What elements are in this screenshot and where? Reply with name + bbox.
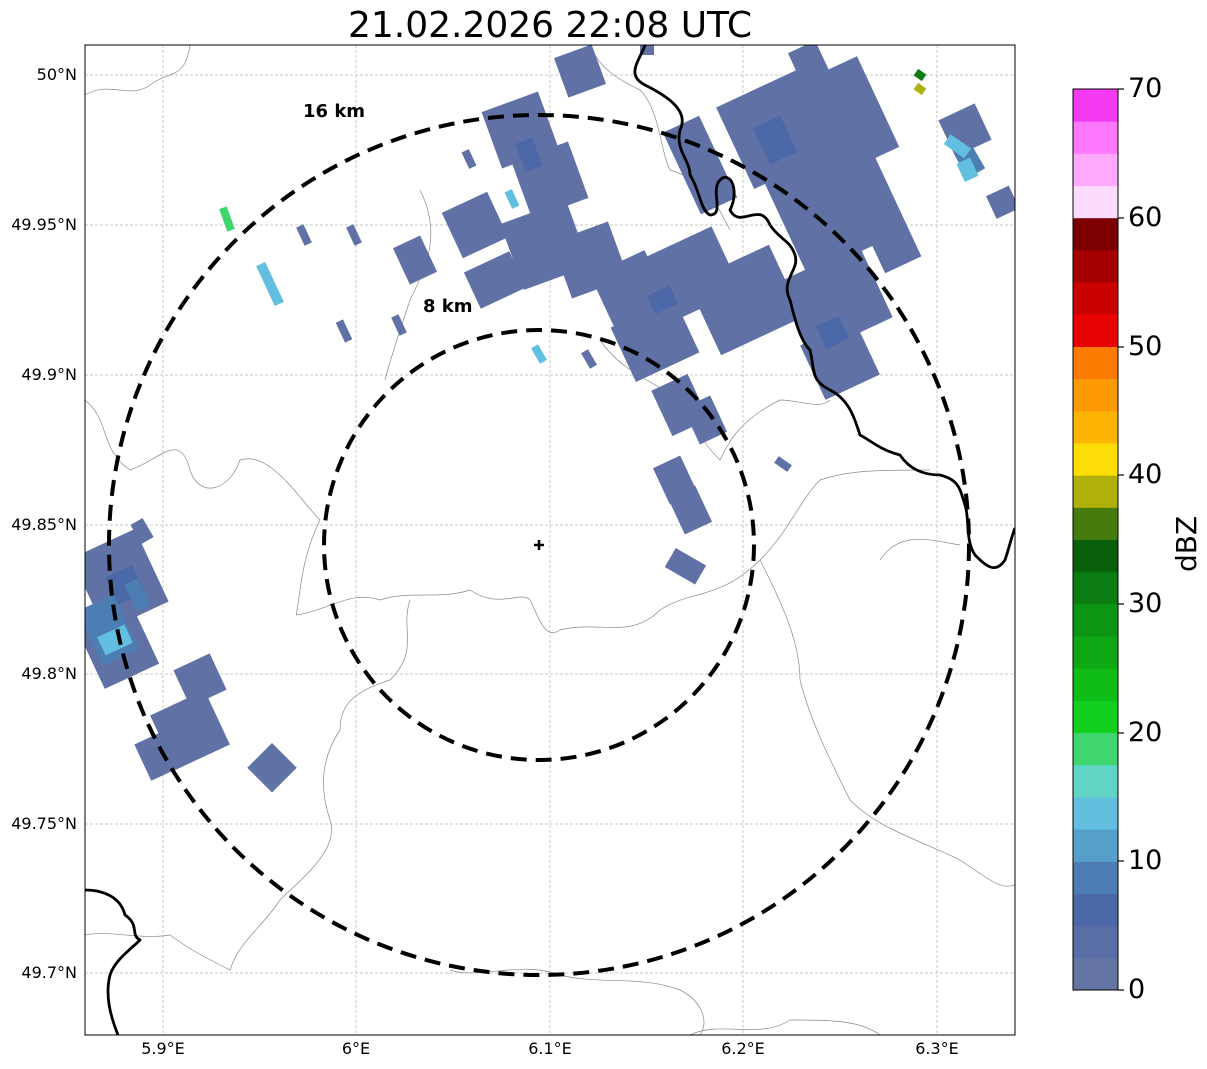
map-frame-border (84, 44, 1016, 1036)
colorbar (1073, 89, 1118, 991)
colorbar-segment (1073, 153, 1118, 187)
lat-label-49-8: 49.8°N (21, 664, 77, 683)
lon-label-6-1: 6.1°E (528, 1039, 572, 1058)
colorbar-ticks (1118, 88, 1124, 991)
colorbar-segment (1073, 121, 1118, 154)
colorbar-segment (1073, 571, 1118, 605)
colorbar-segment (1073, 442, 1118, 476)
colorbar-segment (1073, 603, 1118, 637)
lat-label-49-95: 49.95°N (11, 215, 77, 234)
colorbar-segment (1073, 282, 1118, 315)
lat-label-50: 50°N (36, 65, 77, 84)
lat-label-49-7: 49.7°N (21, 963, 77, 982)
colorbar-segment (1073, 314, 1118, 347)
colorbar-label-0: 0 (1128, 974, 1146, 1005)
colorbar-segment (1073, 700, 1118, 734)
colorbar-label-70: 70 (1128, 73, 1163, 104)
colorbar-segment (1073, 475, 1118, 508)
colorbar-segment (1073, 893, 1118, 927)
colorbar-segment (1073, 957, 1118, 991)
colorbar-segment (1073, 925, 1118, 959)
colorbar-label-50: 50 (1128, 331, 1163, 362)
colorbar-label-30: 30 (1128, 588, 1163, 619)
colorbar-segment (1073, 829, 1118, 862)
ring-label-8km: 8 km (423, 296, 473, 317)
colorbar-segment (1073, 636, 1118, 669)
colorbar-label-10: 10 (1128, 845, 1163, 876)
colorbar-segment (1073, 861, 1118, 894)
colorbar-segment (1073, 346, 1118, 380)
colorbar-segment (1073, 539, 1118, 573)
colorbar-segment (1073, 378, 1118, 412)
lon-label-5-9: 5.9°E (141, 1039, 185, 1058)
range-rings (107, 113, 971, 977)
lat-label-49-75: 49.75°N (11, 814, 77, 833)
map-title: 21.02.2026 22:08 UTC (347, 5, 753, 46)
range-ring-16km (107, 113, 971, 977)
colorbar-segment (1073, 217, 1118, 251)
colorbar-segment (1073, 668, 1118, 701)
colorbar-segment (1073, 185, 1118, 219)
national-borders (85, 45, 1015, 1035)
colorbar-segment (1073, 732, 1118, 766)
ring-label-16km: 16 km (303, 101, 365, 122)
colorbar-segment (1073, 764, 1118, 798)
colorbar-label-20: 20 (1128, 717, 1163, 748)
colorbar-border (1072, 88, 1119, 991)
admin-borders (85, 45, 1015, 1035)
lon-label-6: 6°E (341, 1039, 371, 1058)
radar-site-marker (534, 540, 544, 550)
colorbar-title: dBZ (1170, 515, 1203, 572)
colorbar-segment (1073, 410, 1118, 444)
colorbar-label-40: 40 (1128, 459, 1163, 490)
lat-label-49-9: 49.9°N (21, 365, 77, 384)
colorbar-segment (1073, 507, 1118, 540)
lon-label-6-2: 6.2°E (721, 1039, 765, 1058)
lat-label-49-85: 49.85°N (11, 515, 77, 534)
lon-label-6-3: 6.3°E (915, 1039, 959, 1058)
colorbar-segment (1073, 249, 1118, 283)
colorbar-segment (1073, 796, 1118, 830)
range-ring-8km (322, 328, 756, 762)
colorbar-label-60: 60 (1128, 202, 1163, 233)
colorbar-segment (1073, 89, 1118, 122)
reflectivity-echoes (85, 45, 1015, 793)
